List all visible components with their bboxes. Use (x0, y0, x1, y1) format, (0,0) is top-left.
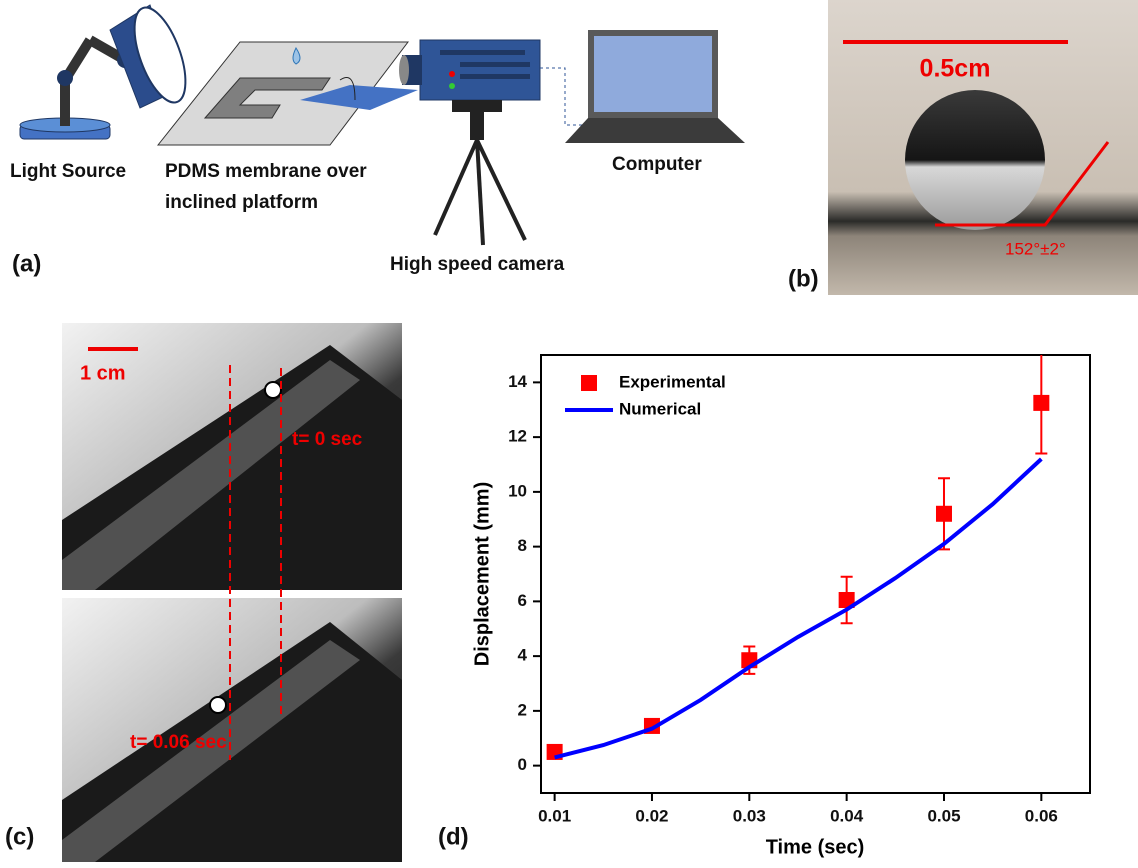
scale-label: 0.5cm (920, 55, 991, 83)
marker (935, 505, 952, 522)
y-tick-label: 12 (508, 427, 527, 446)
x-tick-label: 0.05 (927, 806, 960, 825)
y-tick-label: 4 (518, 646, 528, 665)
label: Computer (612, 154, 702, 175)
setup-illustration (19, 4, 745, 246)
label: High speed camera (390, 254, 565, 275)
label: Light Source (10, 161, 126, 182)
y-tick-label: 0 (518, 755, 527, 774)
y-tick-label: 8 (518, 536, 527, 555)
marker (838, 592, 855, 609)
x-tick-label: 0.01 (538, 806, 571, 825)
line (554, 457, 1043, 760)
angle-label: 152°±2° (1005, 239, 1066, 258)
y-tick-label: 14 (508, 372, 527, 391)
x-tick-label: 0.06 (1025, 806, 1058, 825)
time-label: t= 0.06 sec (130, 732, 227, 753)
y-tick-label: 10 (508, 481, 527, 500)
legend-label: Experimental (619, 372, 726, 391)
angle-lines (935, 141, 1110, 227)
plot-frame (540, 354, 1091, 794)
droplet (905, 90, 1045, 230)
x-tick-label: 0.04 (830, 806, 864, 825)
label: inclined platform (165, 192, 318, 213)
x-axis-title: Time (sec) (766, 836, 865, 858)
panel-label: (a) (12, 250, 41, 277)
scale-label: 1 cm (80, 362, 126, 384)
panel-label: (d) (438, 823, 469, 850)
x-tick-label: 0.03 (733, 806, 766, 825)
marker (1033, 394, 1050, 411)
time-label: t= 0 sec (292, 429, 363, 450)
panel-label: (c) (5, 823, 34, 850)
legend-label: Numerical (619, 399, 701, 418)
legend-marker (581, 375, 597, 391)
label: PDMS membrane over (165, 161, 367, 182)
y-tick-label: 6 (518, 591, 527, 610)
panel-label: (b) (788, 265, 819, 292)
y-tick-label: 2 (518, 700, 527, 719)
x-tick-label: 0.02 (635, 806, 668, 825)
plot-area (546, 355, 1050, 760)
y-axis-title: Displacement (mm) (471, 482, 493, 667)
photos (62, 323, 402, 862)
